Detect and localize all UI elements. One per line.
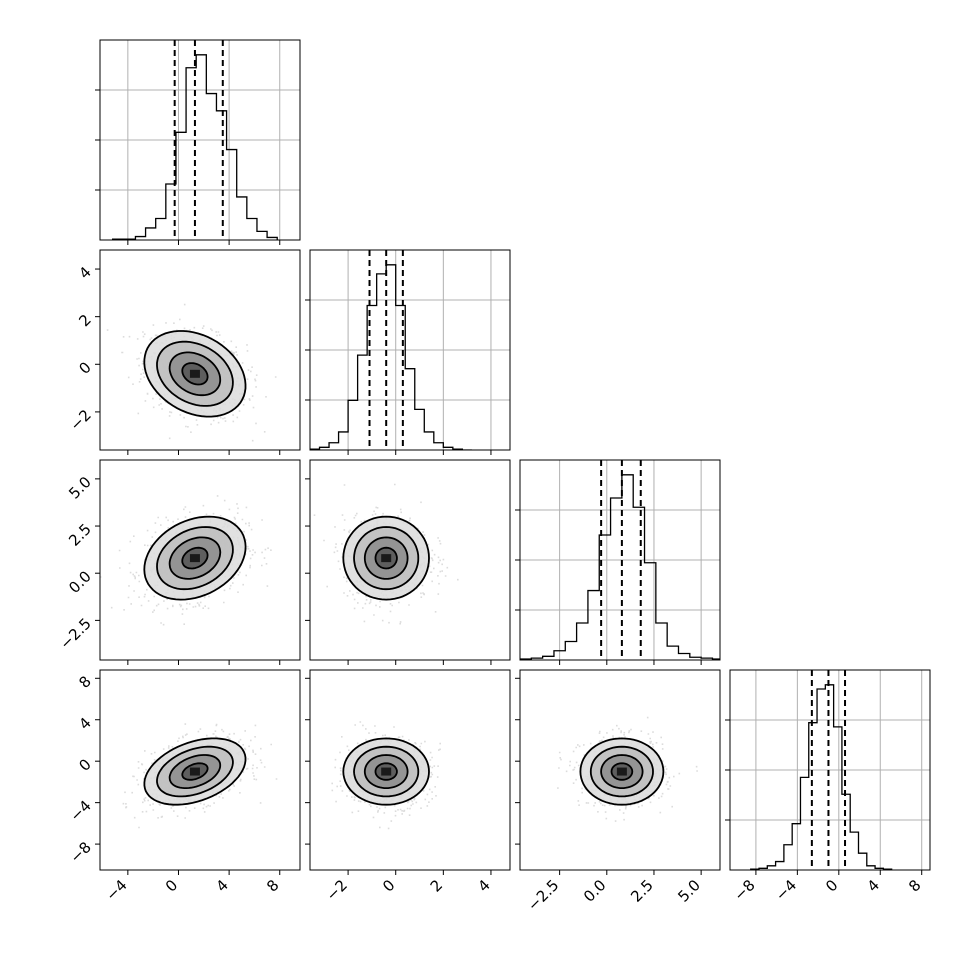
density-core — [189, 554, 200, 563]
contour-line — [610, 762, 634, 781]
x-tick-label: −8 — [730, 876, 758, 904]
histogram-step — [112, 54, 278, 240]
contour-line — [363, 536, 409, 580]
density-core — [189, 767, 200, 776]
contour-line — [374, 546, 398, 570]
y-tick-label: −4 — [66, 797, 94, 825]
y-tick-label: 0 — [75, 755, 94, 774]
x-tick-label: 0.0 — [580, 876, 610, 906]
histogram-step — [520, 474, 720, 660]
y-tick-label: 8 — [75, 672, 94, 691]
y-tick-label: 0.0 — [65, 567, 95, 597]
contour-line — [143, 515, 247, 601]
contour-line — [156, 526, 234, 591]
density-core — [616, 767, 627, 776]
contour-line — [168, 351, 222, 397]
contour-line — [579, 737, 665, 806]
density-content — [100, 495, 272, 626]
density-panel-1-0: −2 0 2 4 — [66, 249, 301, 455]
panel-frame — [519, 459, 721, 661]
x-tick-label: −2 — [323, 876, 351, 904]
panel-frame — [309, 459, 511, 661]
y-tick-label: 0 — [75, 358, 94, 377]
panel-frame — [309, 669, 511, 871]
histogram-step — [750, 684, 893, 870]
density-panel-2-1 — [305, 459, 511, 665]
contour-line — [156, 745, 234, 798]
density-core — [381, 554, 392, 563]
x-tick-label: −2.5 — [524, 876, 562, 914]
x-tick-label: 5.0 — [674, 876, 704, 906]
x-tick-label: 0 — [822, 876, 841, 895]
panel-frame — [99, 459, 301, 661]
density-core — [189, 369, 200, 378]
contour-line — [374, 762, 398, 781]
contour-line — [353, 526, 420, 591]
x-tick-label: 4 — [864, 876, 883, 895]
contour-line — [363, 754, 409, 789]
contour-line — [342, 737, 430, 806]
histogram-panel-1 — [305, 249, 511, 455]
density-panel-3-1: −2 0 2 4 — [305, 669, 511, 904]
contour-line — [181, 362, 209, 386]
density-content — [557, 716, 698, 822]
histogram-panel-0 — [95, 39, 301, 245]
contour-line — [342, 515, 430, 601]
density-content — [313, 483, 459, 625]
x-tick-label: 4 — [212, 876, 231, 895]
panel-frame — [99, 249, 301, 451]
contour-line — [168, 754, 222, 789]
density-content — [331, 721, 441, 830]
density-content — [106, 303, 277, 442]
y-tick-label: −2 — [66, 406, 94, 434]
x-tick-label: 8 — [905, 876, 924, 895]
x-tick-label: −4 — [772, 876, 800, 904]
y-tick-label: 5.0 — [65, 473, 95, 503]
contour-line — [143, 330, 247, 418]
density-panel-3-0: −4 0 4 8 −8 −4 0 4 8 — [66, 669, 301, 904]
x-tick-label: 2.5 — [627, 876, 657, 906]
panel-frame — [309, 249, 511, 451]
contour-line — [168, 536, 222, 580]
y-tick-label: 4 — [75, 714, 94, 733]
contour-line — [143, 737, 247, 806]
contour-line — [181, 762, 209, 781]
contour-line — [353, 745, 420, 798]
x-tick-label: 0 — [162, 876, 181, 895]
contour-line — [589, 745, 654, 798]
x-tick-label: 2 — [427, 876, 446, 895]
x-tick-label: −4 — [102, 876, 130, 904]
contour-line — [156, 340, 234, 407]
histogram-panel-2 — [515, 459, 721, 665]
panel-frame — [729, 669, 931, 871]
panel-frame — [99, 39, 301, 241]
density-core — [381, 767, 392, 776]
x-tick-label: 4 — [474, 876, 493, 895]
y-tick-label: 2 — [75, 311, 94, 330]
panel-frame — [99, 669, 301, 871]
x-tick-label: 0 — [379, 876, 398, 895]
y-tick-label: 4 — [75, 263, 94, 282]
y-tick-label: −8 — [66, 838, 94, 866]
density-panel-2-0: −2.5 0.0 2.5 5.0 — [56, 459, 301, 665]
density-panel-3-2: −2.5 0.0 2.5 5.0 — [515, 669, 721, 915]
contour-line — [600, 754, 644, 789]
histogram-step — [310, 264, 472, 450]
y-tick-label: 2.5 — [65, 520, 95, 550]
density-content — [122, 723, 278, 829]
histogram-panel-3: −8 −4 0 4 8 — [725, 669, 931, 904]
contour-line — [181, 546, 209, 570]
panel-frame — [519, 669, 721, 871]
y-tick-label: −2.5 — [56, 614, 94, 652]
x-tick-label: 8 — [263, 876, 282, 895]
